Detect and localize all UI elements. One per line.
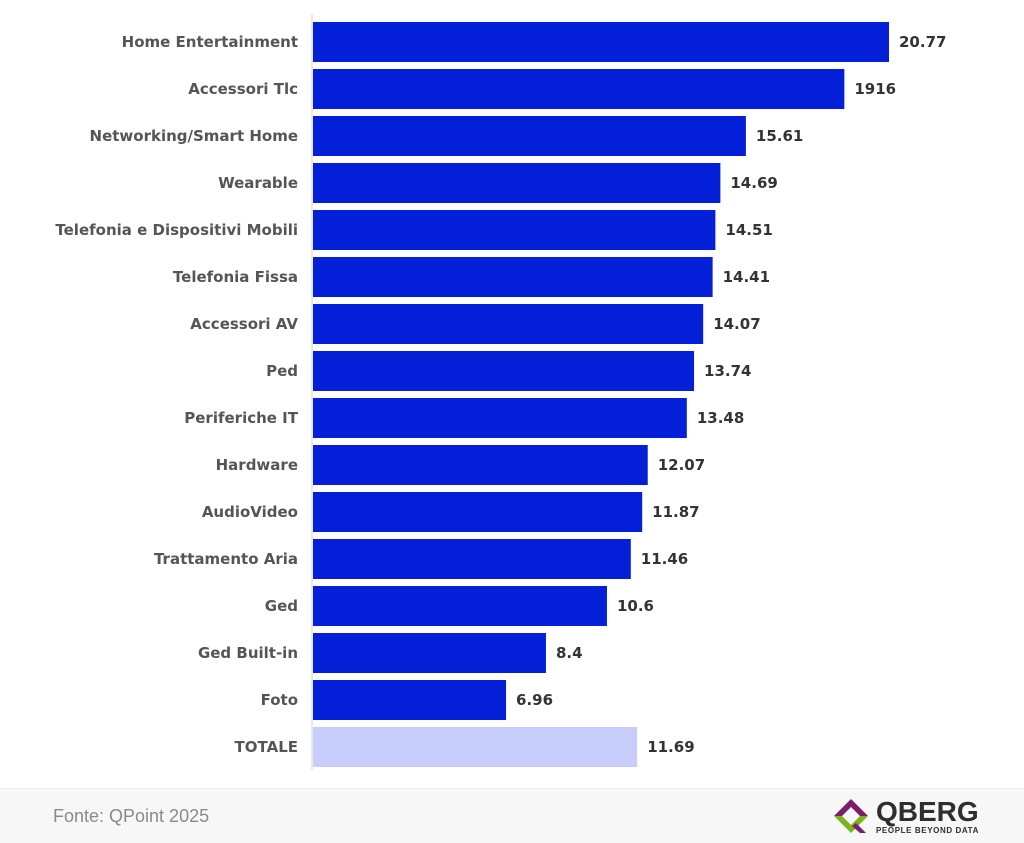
bar xyxy=(313,633,546,673)
value-label: 6.96 xyxy=(516,691,553,709)
bar xyxy=(313,586,607,626)
category-label: Accessori AV xyxy=(190,315,298,333)
value-label: 11.46 xyxy=(641,550,688,568)
bar xyxy=(313,163,721,203)
value-label: 10.6 xyxy=(617,597,654,615)
bar xyxy=(313,116,746,156)
qberg-logo-icon xyxy=(834,799,868,833)
value-label: 11.87 xyxy=(652,503,699,521)
value-label: 14.51 xyxy=(725,221,772,239)
bar xyxy=(313,210,716,250)
value-label: 11.69 xyxy=(647,738,694,756)
value-label: 14.41 xyxy=(723,268,770,286)
chart-area: Home Entertainment 20.77 Accessori Tlc 1916… xyxy=(55,14,947,770)
bar-chart: Home Entertainment 20.77 Accessori Tlc 1916… xyxy=(55,14,946,770)
category-label: Ped xyxy=(266,362,298,380)
value-label: 13.74 xyxy=(704,362,751,380)
category-label: Periferiche IT xyxy=(184,409,298,427)
footer: Fonte: QPoint 2025 QBERG PEOPLE BEYOND D… xyxy=(0,788,1024,843)
source-note: Fonte: QPoint 2025 xyxy=(53,806,210,826)
bar xyxy=(313,351,695,391)
category-label: Accessori Tlc xyxy=(188,80,298,98)
bar xyxy=(313,492,643,532)
bar xyxy=(313,257,713,297)
bar xyxy=(313,22,889,62)
value-label: 15.61 xyxy=(756,127,803,145)
value-label: 8.4 xyxy=(556,644,583,662)
category-label: Ged Built-in xyxy=(198,644,298,662)
value-label: 20.77 xyxy=(899,33,946,51)
category-label: Trattamento Aria xyxy=(154,550,298,568)
bar xyxy=(313,539,631,579)
qberg-logo: QBERG PEOPLE BEYOND DATA xyxy=(832,795,982,839)
category-label: TOTALE xyxy=(235,738,298,756)
value-label: 1916 xyxy=(854,80,896,98)
category-label: Foto xyxy=(261,691,298,709)
category-label: Hardware xyxy=(216,456,298,474)
category-label: Telefonia Fissa xyxy=(173,268,298,286)
value-label: 12.07 xyxy=(658,456,705,474)
category-label: Networking/Smart Home xyxy=(90,127,298,145)
category-label: Wearable xyxy=(218,174,298,192)
bar xyxy=(313,304,704,344)
category-label: Ged xyxy=(265,597,298,615)
category-label: Telefonia e Dispositivi Mobili xyxy=(55,221,298,239)
value-label: 14.69 xyxy=(730,174,777,192)
logo-wordmark: QBERG xyxy=(876,796,979,827)
bar xyxy=(313,69,845,109)
bar-total xyxy=(313,727,638,767)
bar xyxy=(313,680,507,720)
value-label: 13.48 xyxy=(697,409,744,427)
bar xyxy=(313,398,687,438)
bar xyxy=(313,445,648,485)
value-label: 14.07 xyxy=(713,315,760,333)
category-label: AudioVideo xyxy=(202,503,298,521)
logo-tagline: PEOPLE BEYOND DATA xyxy=(876,826,979,835)
category-label: Home Entertainment xyxy=(122,33,298,51)
